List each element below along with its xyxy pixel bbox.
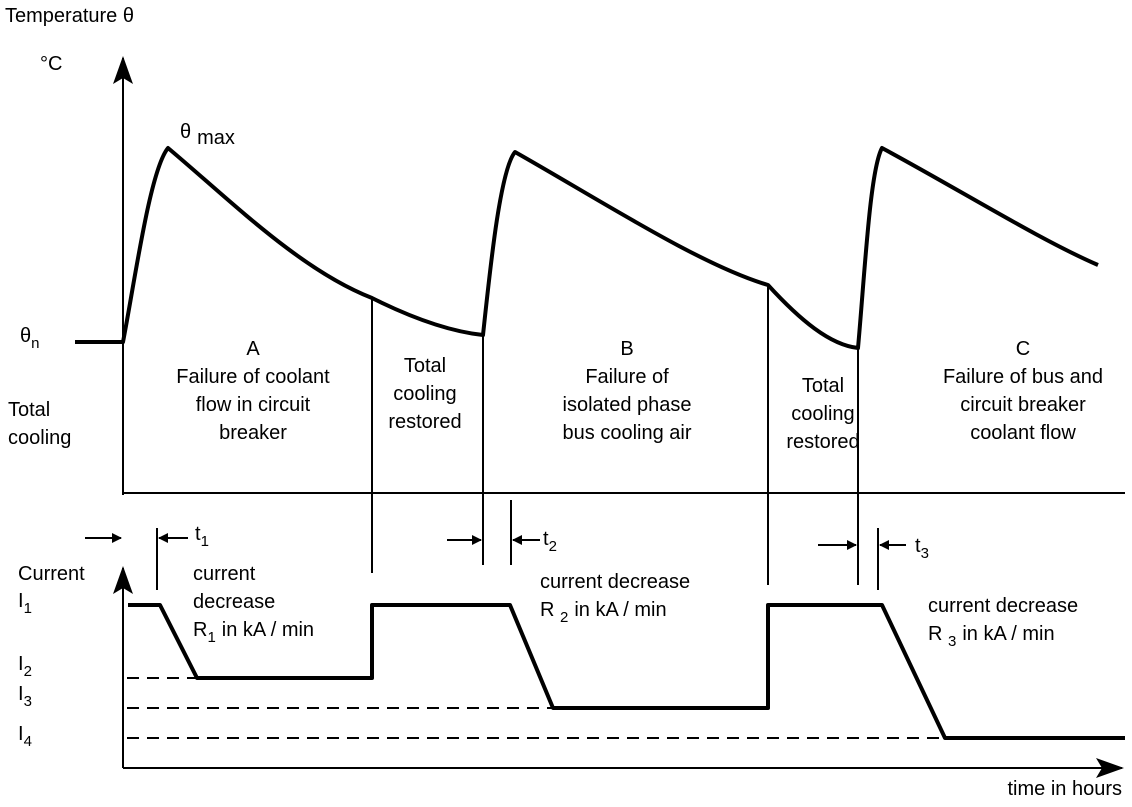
subscript: 3 [948,633,956,650]
phase-text: restored [388,411,461,433]
symbol-label: R1 in kA / min [193,619,314,646]
phase-text: Total [802,375,844,397]
phase-letter: C [1016,338,1030,360]
subscript: 2 [560,609,568,626]
phase-boundaries [156,285,879,590]
symbol-label: R 3 in kA / min [928,623,1055,650]
phase-text: Total [8,399,50,421]
phase-text: circuit breaker [960,394,1086,416]
current-curve [128,603,1125,740]
phase-letter: A [246,338,260,360]
symbol-label: I2 [18,653,32,680]
phase-text: Total [404,355,446,377]
phase-text: flow in circuit [196,394,311,416]
phase-text: restored [786,431,859,453]
subscript: 1 [207,629,215,646]
subscript: 4 [24,733,32,750]
symbol-label: t3 [915,535,929,562]
symbol-label: I4 [18,723,32,750]
decrease-text: current [193,563,256,585]
unit: in kA / min [962,623,1054,645]
symbol-label: t1 [195,523,209,550]
labels: Temperature θ °C Current time in hours θ… [5,5,1122,800]
subscript: n [31,335,39,352]
symbol: t [543,528,549,550]
phase-text: cooling [393,383,456,405]
symbol: I [18,683,24,705]
theta-max: θ max [180,121,235,149]
phase-text: cooling [791,403,854,425]
symbol: I [18,653,24,675]
phase-text: Failure of bus and [943,366,1103,388]
interval-arrows [85,533,906,550]
phase-text: isolated phase [563,394,692,416]
decrease-text: current decrease [540,571,690,593]
symbol: t [195,523,201,545]
temperature-unit: °C [40,53,62,75]
decrease-text: current decrease [928,595,1078,617]
decrease-text: decrease [193,591,275,613]
subscript: max [197,127,235,149]
subscript: 1 [24,600,32,617]
phase-text: bus cooling air [563,422,692,444]
temperature-label: Temperature θ [5,5,134,27]
subscript: 2 [549,538,557,555]
symbol: t [915,535,921,557]
phase-text: cooling [8,427,71,449]
theta-n: θn [20,325,39,352]
symbol-label: I3 [18,683,32,710]
symbol: I [18,723,24,745]
subscript: 2 [24,663,32,680]
current-label: Current [18,563,85,585]
symbol-label: R 2 in kA / min [540,599,667,626]
unit: in kA / min [574,599,666,621]
phase-text: Failure of [585,366,669,388]
symbol: θ [180,121,191,143]
symbol: R [540,599,560,621]
time-label: time in hours [1008,778,1123,800]
subscript: 3 [24,693,32,710]
temperature-curve [75,146,1099,350]
symbol: R [928,623,948,645]
subscript: 1 [201,533,209,550]
symbol-label: t2 [543,528,557,555]
symbol: I [18,590,24,612]
phase-letter: B [620,338,633,360]
symbol-label: I1 [18,590,32,617]
subscript: 3 [921,545,929,562]
symbol: θ [20,325,31,347]
phase-text: coolant flow [970,422,1076,444]
axes [113,56,1125,778]
unit: in kA / min [222,619,314,641]
phase-text: breaker [219,422,287,444]
symbol: R [193,619,207,641]
phase-text: Failure of coolant [176,366,330,388]
level-lines [127,677,945,739]
